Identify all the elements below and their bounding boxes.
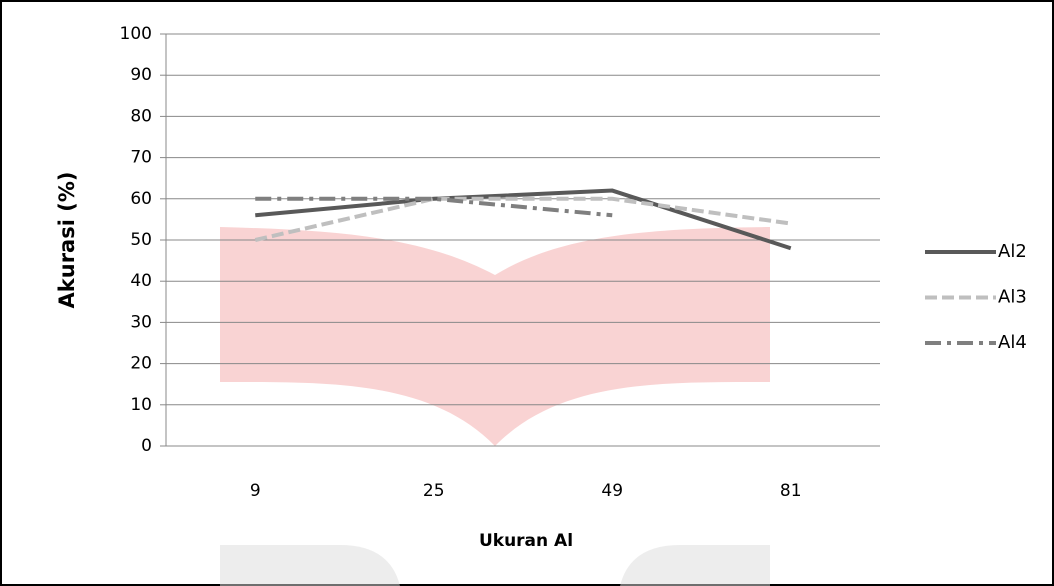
y-axis-label: Akurasi (%) [55, 172, 79, 309]
y-tick-label: 20 [130, 354, 152, 374]
y-tick-label: 0 [141, 436, 152, 456]
y-tick-label: 80 [130, 106, 152, 126]
legend-label: Al3 [998, 287, 1027, 308]
x-tick-label: 9 [250, 481, 261, 501]
y-tick-label: 10 [130, 395, 152, 415]
y-tick-label: 60 [130, 189, 152, 209]
y-tick-label: 90 [130, 65, 152, 85]
x-axis-label: Ukuran Al [479, 531, 573, 551]
y-tick-label: 40 [130, 271, 152, 291]
x-tick-label: 81 [780, 481, 802, 501]
y-tick-label: 50 [130, 230, 152, 250]
legend-label: Al4 [998, 332, 1027, 353]
page: Akurasi (%) Ukuran Al 0 10 20 30 40 50 60 70 80 9… [0, 0, 1054, 586]
y-tick-label: 70 [130, 148, 152, 168]
x-tick-label: 25 [423, 481, 445, 501]
x-tick-label: 49 [601, 481, 623, 501]
chart: Akurasi (%) Ukuran Al 0 10 20 30 40 50 60 70 80 9… [0, 0, 1054, 586]
y-tick-label: 100 [120, 24, 152, 44]
legend-label: Al2 [998, 241, 1027, 262]
y-tick-label: 30 [130, 312, 152, 332]
